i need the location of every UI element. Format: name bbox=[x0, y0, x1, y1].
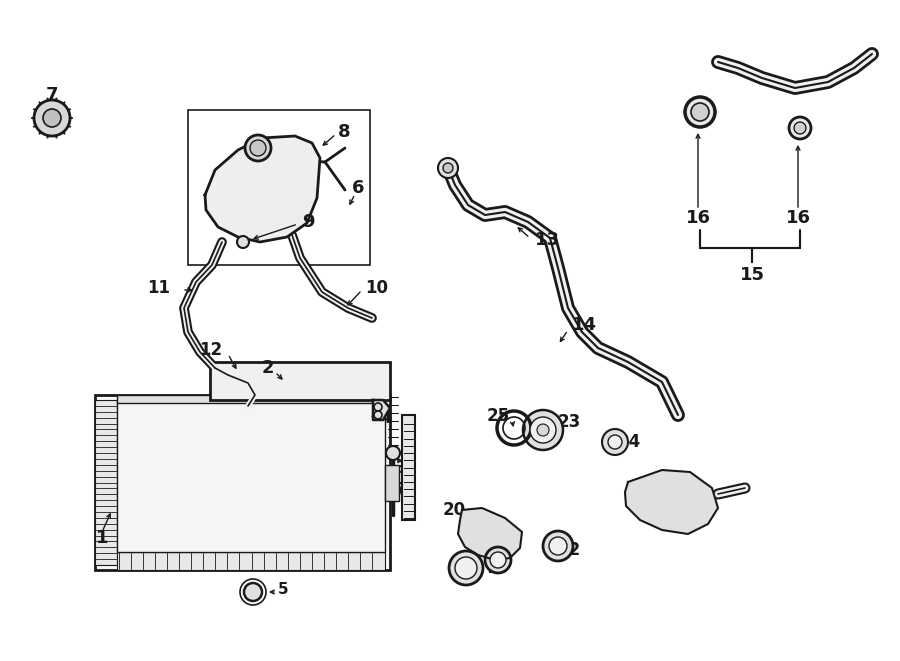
Bar bbox=[210, 362, 390, 400]
Text: 20: 20 bbox=[443, 501, 466, 519]
Bar bbox=[385, 465, 399, 501]
Circle shape bbox=[543, 531, 573, 561]
Text: 22: 22 bbox=[558, 541, 581, 559]
Text: 19: 19 bbox=[486, 559, 509, 577]
Text: 16: 16 bbox=[686, 209, 710, 227]
Bar bbox=[95, 400, 117, 565]
Text: 2: 2 bbox=[262, 359, 274, 377]
Text: 6: 6 bbox=[352, 179, 365, 197]
Circle shape bbox=[537, 424, 549, 436]
Circle shape bbox=[485, 547, 511, 573]
Circle shape bbox=[443, 163, 453, 173]
Bar bbox=[117, 552, 385, 570]
Circle shape bbox=[608, 435, 622, 449]
Circle shape bbox=[244, 583, 262, 601]
Circle shape bbox=[685, 97, 715, 127]
Bar bbox=[117, 395, 385, 403]
Text: 1: 1 bbox=[95, 529, 108, 547]
Text: 7: 7 bbox=[46, 86, 58, 104]
Circle shape bbox=[530, 417, 556, 443]
Circle shape bbox=[386, 446, 400, 460]
Circle shape bbox=[438, 158, 458, 178]
Text: 12: 12 bbox=[199, 341, 222, 359]
Text: 13: 13 bbox=[535, 231, 560, 249]
Text: 4: 4 bbox=[379, 409, 392, 427]
Text: 14: 14 bbox=[572, 316, 597, 334]
Circle shape bbox=[245, 135, 271, 161]
Text: 21: 21 bbox=[663, 493, 686, 511]
Circle shape bbox=[490, 552, 506, 568]
Polygon shape bbox=[458, 508, 522, 560]
Text: 3: 3 bbox=[396, 459, 409, 477]
Circle shape bbox=[794, 122, 806, 134]
Polygon shape bbox=[625, 470, 718, 534]
Circle shape bbox=[455, 557, 477, 579]
Circle shape bbox=[449, 551, 483, 585]
Circle shape bbox=[691, 103, 709, 121]
Text: 23: 23 bbox=[558, 413, 581, 431]
Circle shape bbox=[789, 117, 811, 139]
Text: 8: 8 bbox=[338, 123, 351, 141]
Circle shape bbox=[549, 537, 567, 555]
Bar bbox=[188, 110, 370, 265]
Text: 10: 10 bbox=[365, 279, 388, 297]
Text: 5: 5 bbox=[278, 582, 289, 598]
Text: 24: 24 bbox=[618, 433, 641, 451]
Circle shape bbox=[602, 429, 628, 455]
Text: 25: 25 bbox=[487, 407, 510, 425]
Circle shape bbox=[250, 140, 266, 156]
Text: 16: 16 bbox=[786, 209, 811, 227]
Polygon shape bbox=[373, 400, 390, 420]
Text: 17: 17 bbox=[382, 481, 406, 499]
Text: 18: 18 bbox=[448, 565, 472, 583]
Circle shape bbox=[43, 109, 61, 127]
Text: 11: 11 bbox=[147, 279, 170, 297]
Bar bbox=[117, 400, 385, 552]
Text: 9: 9 bbox=[302, 213, 314, 231]
Text: 15: 15 bbox=[740, 266, 764, 284]
Polygon shape bbox=[205, 136, 320, 242]
Bar bbox=[95, 395, 390, 570]
Circle shape bbox=[34, 100, 70, 136]
Circle shape bbox=[237, 236, 249, 248]
Circle shape bbox=[523, 410, 563, 450]
Bar bbox=[402, 415, 415, 520]
